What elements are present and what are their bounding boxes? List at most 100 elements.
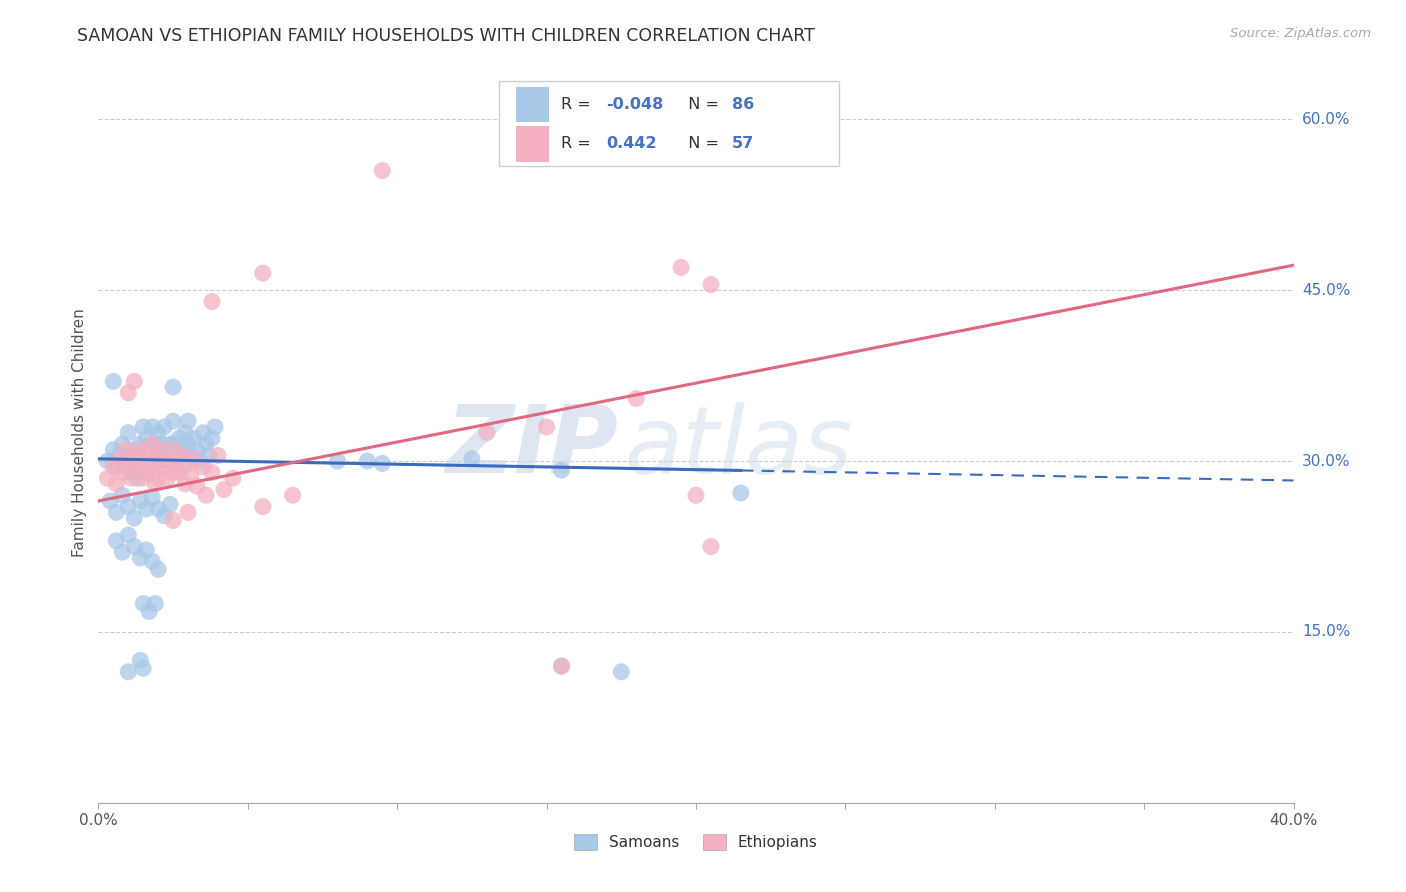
Legend: Samoans, Ethiopians: Samoans, Ethiopians	[567, 827, 825, 858]
Point	[114, 442, 136, 457]
Point	[129, 494, 152, 508]
Point	[96, 454, 118, 468]
Point	[153, 442, 176, 457]
Point	[132, 454, 155, 468]
Text: R =: R =	[561, 97, 596, 112]
Point	[180, 467, 202, 482]
Point	[135, 431, 157, 445]
Text: N =: N =	[678, 97, 724, 112]
Point	[117, 385, 139, 400]
Point	[129, 653, 152, 667]
Point	[120, 471, 142, 485]
Text: Source: ZipAtlas.com: Source: ZipAtlas.com	[1230, 27, 1371, 40]
Point	[117, 665, 139, 679]
Point	[162, 466, 184, 480]
Point	[162, 442, 184, 457]
Point	[143, 597, 166, 611]
Point	[138, 442, 160, 457]
Text: 45.0%: 45.0%	[1302, 283, 1350, 298]
Point	[120, 466, 142, 480]
Point	[186, 442, 208, 457]
Point	[132, 471, 155, 485]
Point	[371, 163, 394, 178]
Point	[281, 488, 304, 502]
Point	[141, 466, 163, 480]
Point	[183, 431, 205, 445]
Point	[124, 511, 146, 525]
Text: SAMOAN VS ETHIOPIAN FAMILY HOUSEHOLDS WITH CHILDREN CORRELATION CHART: SAMOAN VS ETHIOPIAN FAMILY HOUSEHOLDS WI…	[77, 27, 815, 45]
Point	[550, 659, 572, 673]
Point	[124, 442, 146, 457]
Point	[150, 459, 173, 474]
Y-axis label: Family Households with Children: Family Households with Children	[72, 309, 87, 557]
Point	[177, 414, 200, 428]
Point	[135, 543, 157, 558]
Point	[148, 449, 170, 463]
Point	[172, 449, 194, 463]
Point	[162, 380, 184, 394]
Point	[195, 488, 218, 502]
Point	[326, 454, 349, 468]
Point	[162, 437, 184, 451]
Point	[201, 431, 224, 445]
Point	[117, 449, 139, 463]
Point	[111, 437, 134, 451]
FancyBboxPatch shape	[499, 81, 839, 166]
Point	[127, 459, 149, 474]
Text: 86: 86	[733, 97, 754, 112]
Point	[124, 449, 146, 463]
Point	[117, 425, 139, 440]
Point	[700, 277, 723, 292]
Point	[148, 502, 170, 516]
Point	[730, 486, 752, 500]
Point	[165, 449, 187, 463]
Point	[105, 476, 128, 491]
Point	[127, 471, 149, 485]
Point	[141, 491, 163, 505]
Point	[162, 414, 184, 428]
Point	[207, 449, 229, 463]
Text: ZIP: ZIP	[446, 401, 619, 493]
Point	[183, 451, 205, 466]
Point	[156, 454, 179, 468]
Point	[550, 659, 572, 673]
Text: R =: R =	[561, 136, 596, 152]
Point	[191, 459, 214, 474]
Point	[159, 497, 181, 511]
Point	[212, 483, 235, 497]
Point	[103, 442, 125, 457]
Point	[98, 494, 122, 508]
Point	[135, 502, 157, 516]
Bar	[516, 126, 548, 161]
Text: 15.0%: 15.0%	[1302, 624, 1350, 640]
Point	[195, 437, 218, 451]
Point	[148, 471, 170, 485]
Point	[148, 562, 170, 576]
Point	[129, 550, 152, 565]
Point	[132, 454, 155, 468]
Bar	[516, 87, 548, 122]
Point	[550, 463, 572, 477]
Point	[138, 449, 160, 463]
Point	[167, 466, 190, 480]
Point	[96, 471, 118, 485]
Text: 60.0%: 60.0%	[1302, 112, 1350, 127]
Point	[610, 665, 633, 679]
Point	[129, 442, 152, 457]
Point	[108, 454, 131, 468]
Text: 0.442: 0.442	[606, 136, 657, 152]
Point	[117, 528, 139, 542]
Point	[252, 266, 274, 280]
Point	[150, 437, 173, 451]
Point	[252, 500, 274, 514]
Point	[153, 459, 176, 474]
Text: atlas: atlas	[624, 402, 852, 493]
Point	[138, 604, 160, 618]
Point	[143, 476, 166, 491]
Point	[172, 442, 194, 457]
Point	[141, 454, 163, 468]
Point	[167, 431, 190, 445]
Text: N =: N =	[678, 136, 724, 152]
Point	[132, 661, 155, 675]
Point	[111, 488, 134, 502]
